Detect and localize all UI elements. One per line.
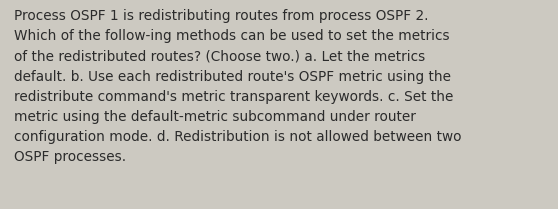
Text: Process OSPF 1 is redistributing routes from process OSPF 2.
Which of the follow: Process OSPF 1 is redistributing routes … [14,9,461,164]
